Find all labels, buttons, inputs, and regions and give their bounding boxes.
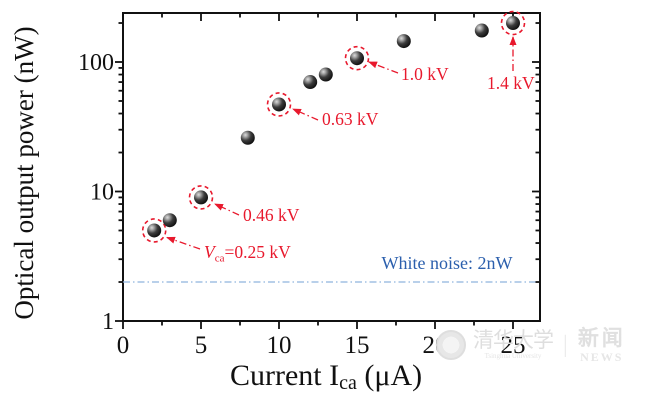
y-tick-label: 10 (90, 180, 114, 206)
data-point (240, 130, 255, 145)
annotation-arrow (214, 203, 240, 216)
annotation-label: 0.63 kV (322, 109, 379, 129)
data-point (350, 51, 364, 66)
data-point (396, 34, 411, 49)
annotation-circle (188, 185, 214, 210)
data-point (318, 67, 333, 82)
data-point (272, 97, 286, 112)
annotation-circle (141, 218, 167, 243)
annotation-label: 1.4 kV (487, 73, 535, 93)
annotation-circle (266, 92, 292, 117)
x-axis-title-unit: (μA) (357, 359, 422, 392)
x-axis-title-main: Current I (230, 359, 339, 392)
x-tick-label: 5 (195, 332, 208, 359)
data-point (162, 213, 177, 228)
annotation-label: 0.46 kV (243, 205, 300, 225)
data-point (506, 16, 520, 31)
noise-label: White noise: 2nW (382, 253, 513, 273)
y-tick-label: 100 (78, 50, 114, 76)
data-point (303, 75, 318, 90)
x-axis-title-subscript: ca (339, 372, 357, 394)
x-tick-label: 0 (117, 332, 130, 359)
annotation-arrow (368, 61, 399, 74)
annotation-arrow (166, 236, 201, 250)
annotation-arrow (292, 108, 319, 121)
annotation-label: 1.0 kV (401, 64, 449, 84)
data-point (474, 23, 489, 38)
annotation-label: Vca=0.25 kV (204, 242, 291, 265)
x-tick-label: 10 (267, 332, 292, 359)
y-axis-title: Optical output power (nW) (9, 26, 39, 319)
data-point (194, 190, 208, 205)
plot-frame (122, 12, 541, 322)
data-point (147, 223, 162, 238)
annotation-circle (500, 10, 526, 36)
x-tick-label: 15 (345, 332, 370, 359)
y-tick-label: 1 (102, 309, 114, 335)
x-tick-label: 25 (501, 332, 526, 359)
annotation-circle (344, 45, 370, 71)
x-tick-label: 20 (423, 332, 448, 359)
x-axis-title: Current Ica (μA) (230, 359, 422, 394)
